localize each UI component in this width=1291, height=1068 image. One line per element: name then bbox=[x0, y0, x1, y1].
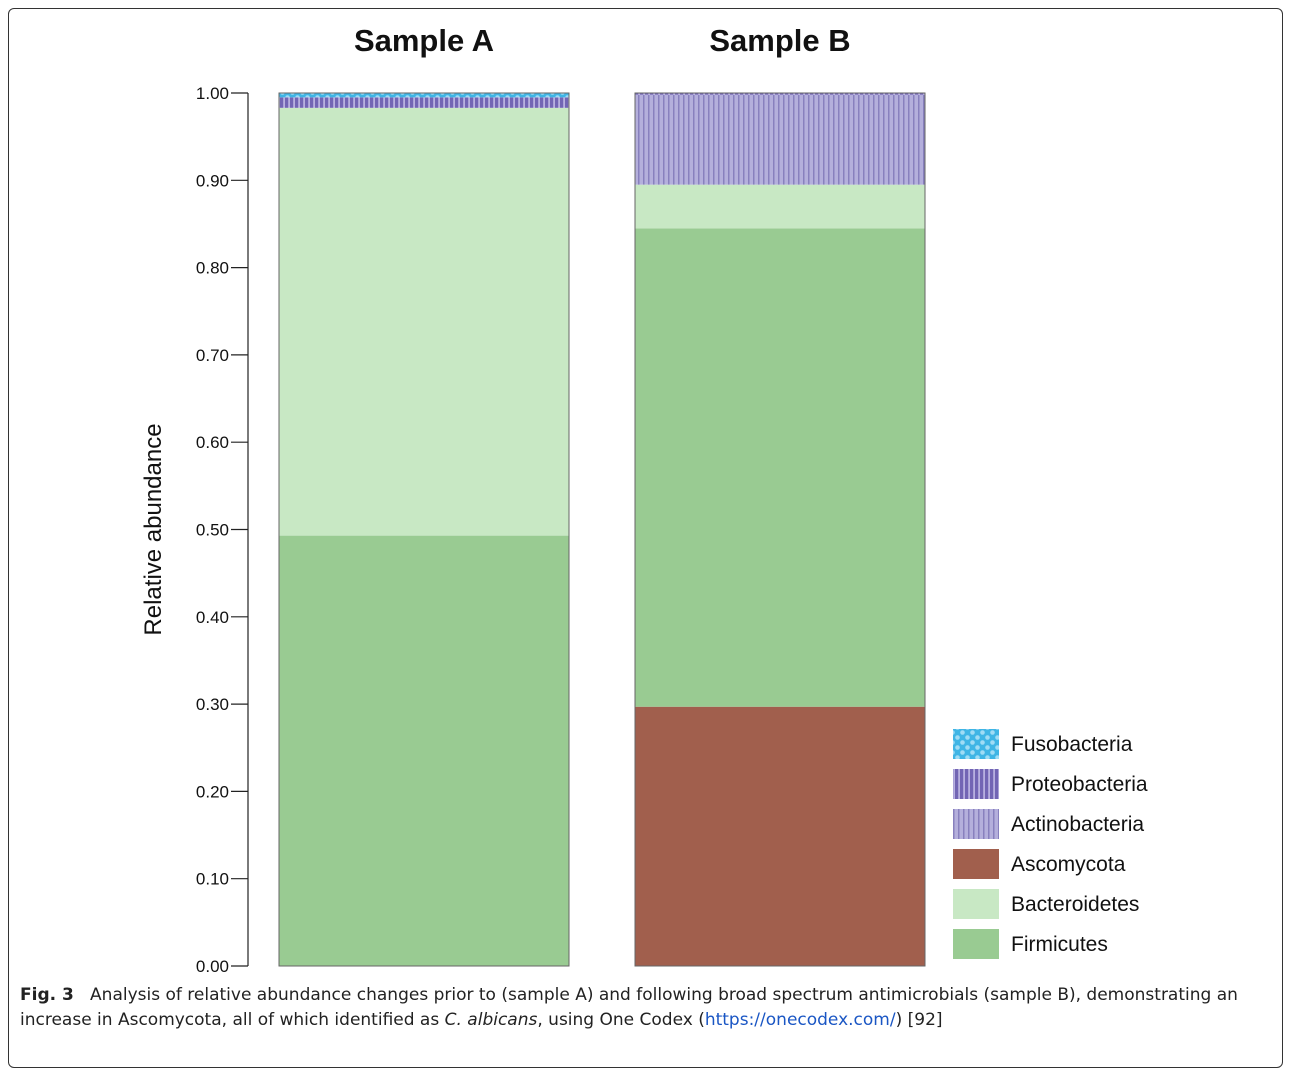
caption-label: Fig. 3 bbox=[20, 985, 74, 1005]
bar-segment-bacteroidetes bbox=[635, 184, 925, 229]
y-tick-label: 0.40 bbox=[196, 608, 229, 627]
legend-label-fusobacteria: Fusobacteria bbox=[1011, 733, 1133, 756]
bar-title-1: Sample A bbox=[354, 23, 494, 58]
bar-segment-bacteroidetes bbox=[279, 107, 569, 536]
legend-label-firmicutes: Firmicutes bbox=[1011, 933, 1108, 956]
caption-text: Analysis of relative abundance changes p… bbox=[20, 985, 1238, 1030]
bar-segment-fusobacteria bbox=[279, 93, 569, 98]
y-tick-label: 0.00 bbox=[196, 957, 229, 976]
bar-segment-proteobacteria bbox=[635, 93, 925, 95]
bar-outline bbox=[634, 92, 926, 967]
y-tick-label: 0.80 bbox=[196, 259, 229, 278]
legend-label-bacteroidetes: Bacteroidetes bbox=[1011, 893, 1139, 916]
y-tick-label: 0.50 bbox=[196, 521, 229, 540]
bar-segment-firmicutes bbox=[635, 228, 925, 707]
y-tick-label: 1.00 bbox=[196, 84, 229, 103]
y-tick-label: 0.30 bbox=[196, 695, 229, 714]
legend-label-ascomycota: Ascomycota bbox=[1011, 853, 1126, 876]
y-tick-label: 0.70 bbox=[196, 346, 229, 365]
legend-swatch-bacteroidetes bbox=[953, 889, 999, 919]
caption-link[interactable]: https://onecodex.com/ bbox=[704, 1010, 896, 1030]
bar-title-2: Sample B bbox=[709, 23, 850, 58]
legend-label-proteobacteria: Proteobacteria bbox=[1011, 773, 1148, 796]
caption-text-2: , using One Codex ( bbox=[537, 1010, 705, 1030]
bar-outline bbox=[278, 92, 570, 967]
y-axis-label: Relative abundance bbox=[140, 423, 167, 635]
bar-segment-ascomycota bbox=[635, 706, 925, 966]
legend-swatch-proteobacteria bbox=[953, 769, 999, 799]
bar-segment-proteobacteria bbox=[279, 97, 569, 108]
y-tick-label: 0.20 bbox=[196, 782, 229, 801]
stacked-bar-chart: 0.00 0.10 0.20 0.30 0.40 0.50 0.60 0.70 0.80 0.90… bbox=[140, 23, 1148, 976]
caption-text-end: ) [92] bbox=[895, 1010, 943, 1030]
bar-segment-firmicutes bbox=[279, 535, 569, 966]
caption-italic: C. albicans bbox=[444, 1010, 538, 1030]
figure-caption: Fig. 3 Analysis of relative abundance ch… bbox=[20, 983, 1270, 1033]
y-tick-label: 0.10 bbox=[196, 870, 229, 889]
y-tick-label: 0.60 bbox=[196, 433, 229, 452]
legend-swatch-firmicutes bbox=[953, 929, 999, 959]
y-tick-label: 0.90 bbox=[196, 171, 229, 190]
legend-swatch-ascomycota bbox=[953, 849, 999, 879]
bar-segment-actinobacteria bbox=[635, 94, 925, 185]
legend-swatch-actinobacteria bbox=[953, 809, 999, 839]
legend-swatch-fusobacteria bbox=[953, 729, 999, 759]
legend-label-actinobacteria: Actinobacteria bbox=[1011, 813, 1144, 836]
